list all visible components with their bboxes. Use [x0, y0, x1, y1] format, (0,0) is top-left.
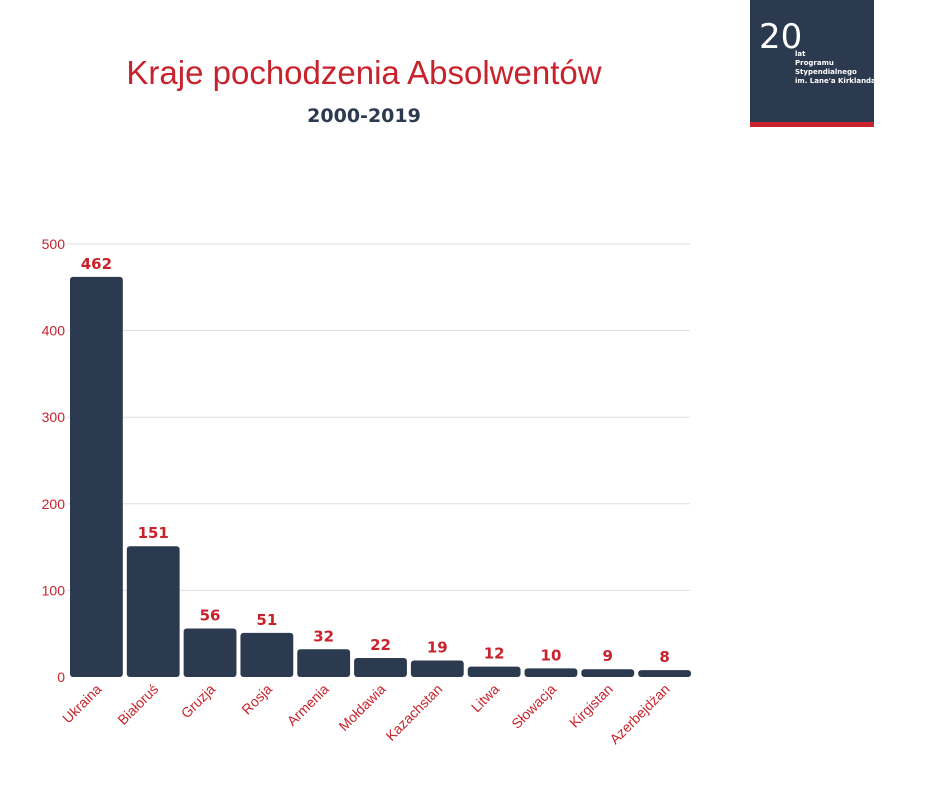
data-label: 462	[81, 255, 112, 273]
logo-accent-bar	[750, 122, 874, 127]
data-label: 51	[256, 611, 277, 629]
x-tick-label: Kirgistan	[566, 681, 616, 731]
x-tick-label: Armenia	[284, 681, 332, 729]
logo-text-line: lat	[795, 50, 806, 58]
x-tick-label: Słowacja	[508, 681, 559, 732]
bar	[581, 669, 635, 677]
data-label: 22	[370, 636, 391, 654]
bar	[638, 670, 691, 677]
x-tick-label: Ukraina	[59, 681, 105, 727]
x-tick-label: Rosja	[238, 681, 275, 718]
data-label: 56	[200, 607, 221, 625]
bar	[70, 276, 123, 677]
x-tick-label: Mołdawia	[335, 681, 388, 734]
data-label: 12	[484, 645, 505, 663]
logo-text-line: Stypendialnego	[795, 68, 857, 76]
y-tick-label: 200	[42, 496, 66, 512]
bar	[126, 546, 180, 677]
logo-text-line: im. Lane'a Kirklanda	[795, 77, 876, 85]
data-label: 151	[138, 524, 169, 542]
y-tick-label: 300	[42, 409, 66, 425]
data-label: 19	[427, 639, 448, 657]
bar	[467, 666, 521, 677]
data-label: 9	[603, 647, 613, 665]
logo-text-line: Programu	[795, 59, 834, 67]
bar	[183, 628, 237, 677]
y-tick-label: 0	[57, 669, 65, 685]
x-tick-label: Azerbejdżan	[606, 681, 672, 747]
x-tick-label: Kazachstan	[382, 681, 445, 744]
logo-number: 20	[759, 17, 803, 57]
data-label: 32	[313, 627, 334, 645]
chart-title: Kraje pochodzenia Absolwentów	[126, 54, 602, 91]
y-tick-label: 100	[42, 582, 66, 598]
y-tick-label: 500	[42, 236, 66, 252]
bar	[354, 657, 407, 677]
program-logo: 20 lat Programu Stypendialnego im. Lane'…	[750, 0, 876, 122]
bar	[297, 649, 351, 677]
x-tick-label: Białoruś	[114, 681, 161, 728]
bar	[524, 668, 578, 677]
data-label: 8	[659, 648, 669, 666]
x-tick-label: Gruzja	[178, 681, 219, 722]
bar	[240, 632, 294, 677]
chart-subtitle: 2000-2019	[307, 105, 421, 127]
y-tick-label: 400	[42, 323, 66, 339]
data-label: 10	[541, 646, 562, 664]
x-tick-label: Litwa	[468, 681, 503, 716]
bar	[410, 660, 464, 677]
